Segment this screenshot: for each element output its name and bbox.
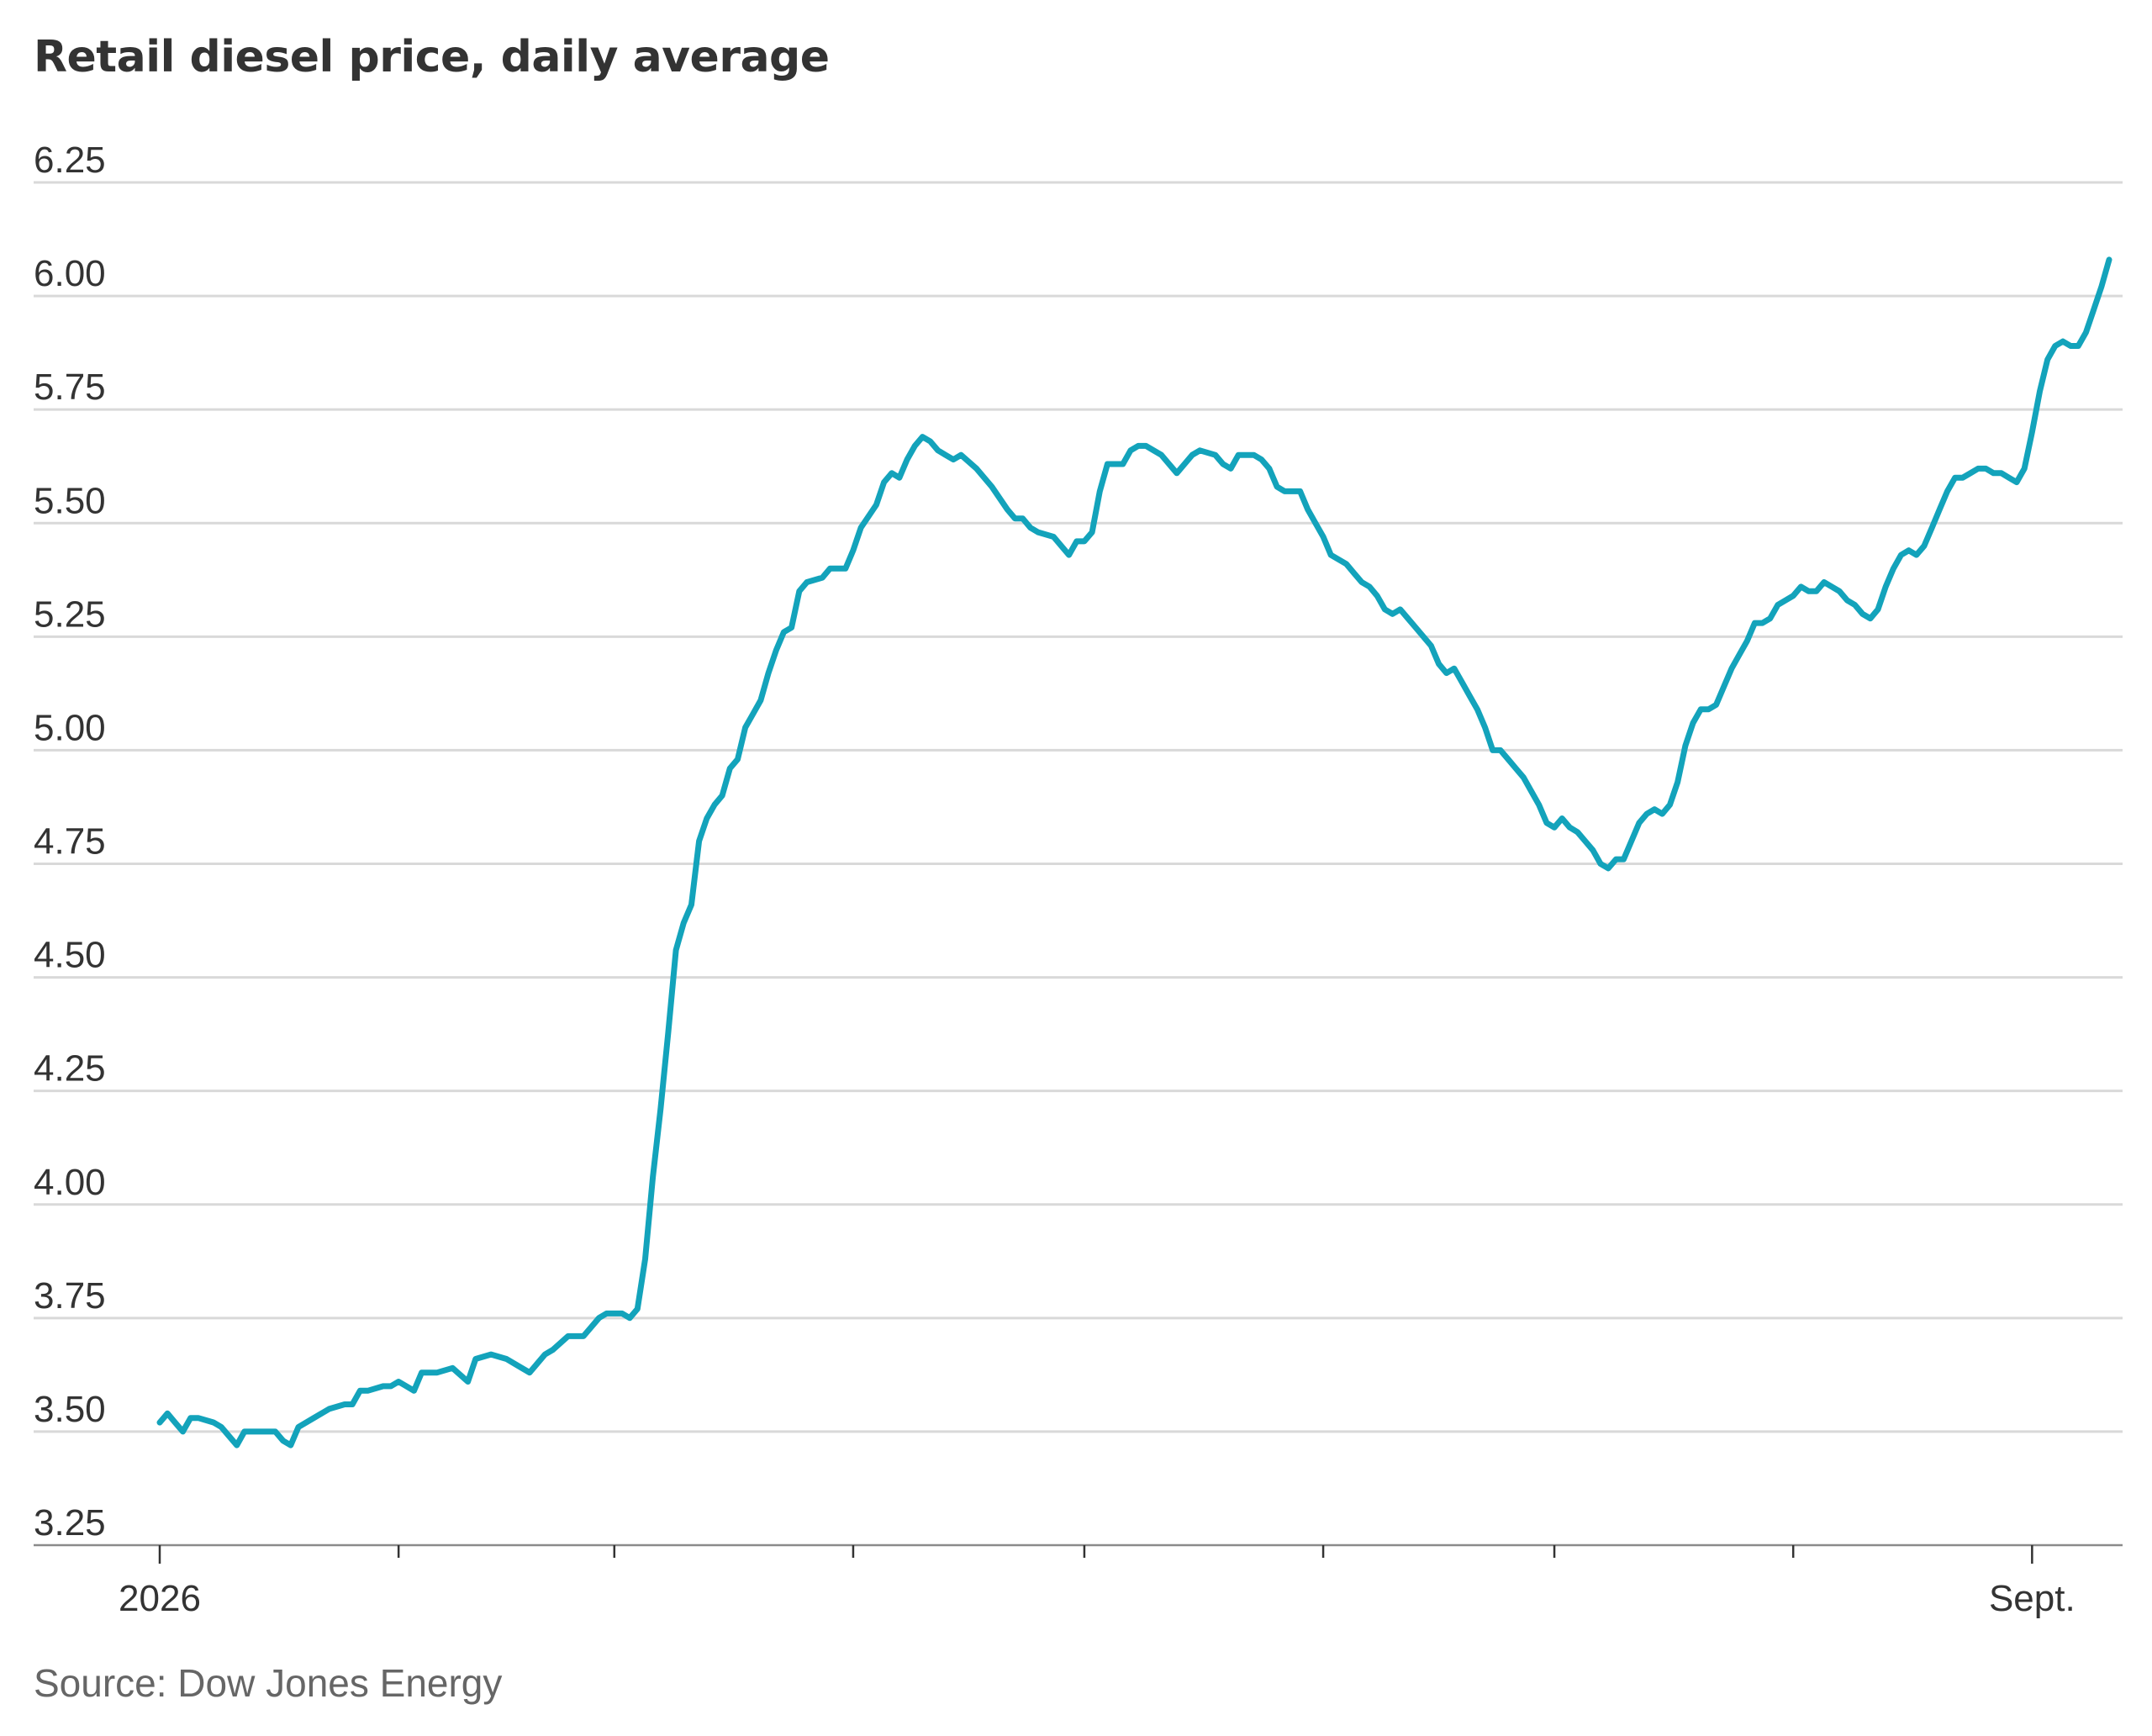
y-tick-label: 6.25 (34, 140, 106, 181)
y-tick-label: 4.50 (34, 935, 106, 976)
y-tick-label: 4.00 (34, 1162, 106, 1203)
x-tick-label: Sept. (1989, 1578, 2076, 1619)
y-tick-label: 3.75 (34, 1275, 106, 1317)
y-tick-label: 4.75 (34, 821, 106, 863)
y-tick-label: 5.50 (34, 480, 106, 521)
y-tick-label: 6.00 (34, 253, 106, 294)
y-tick-label: 4.25 (34, 1048, 106, 1090)
x-axis: 2026 Sept. (119, 1545, 2076, 1619)
series-layer (156, 256, 2112, 1448)
gridlines (34, 181, 2123, 1547)
source-note: Source: Dow Jones Energy (34, 1661, 503, 1705)
y-tick-label: 5.75 (34, 367, 106, 408)
chart-title: Retail diesel price, daily average (34, 32, 830, 82)
x-tick-label: 2026 (119, 1578, 201, 1619)
y-tick-label: 5.25 (34, 594, 106, 635)
y-tick-label: 3.50 (34, 1389, 106, 1430)
y-tick-label: 3.25 (34, 1502, 106, 1543)
y-tick-label: 5.00 (34, 707, 106, 748)
series-line-diesel-price (156, 256, 2112, 1448)
y-axis-tick-labels: 3.25 3.50 3.75 4.00 4.25 4.50 4.75 5.00 5.25 5.50… (34, 140, 106, 1543)
